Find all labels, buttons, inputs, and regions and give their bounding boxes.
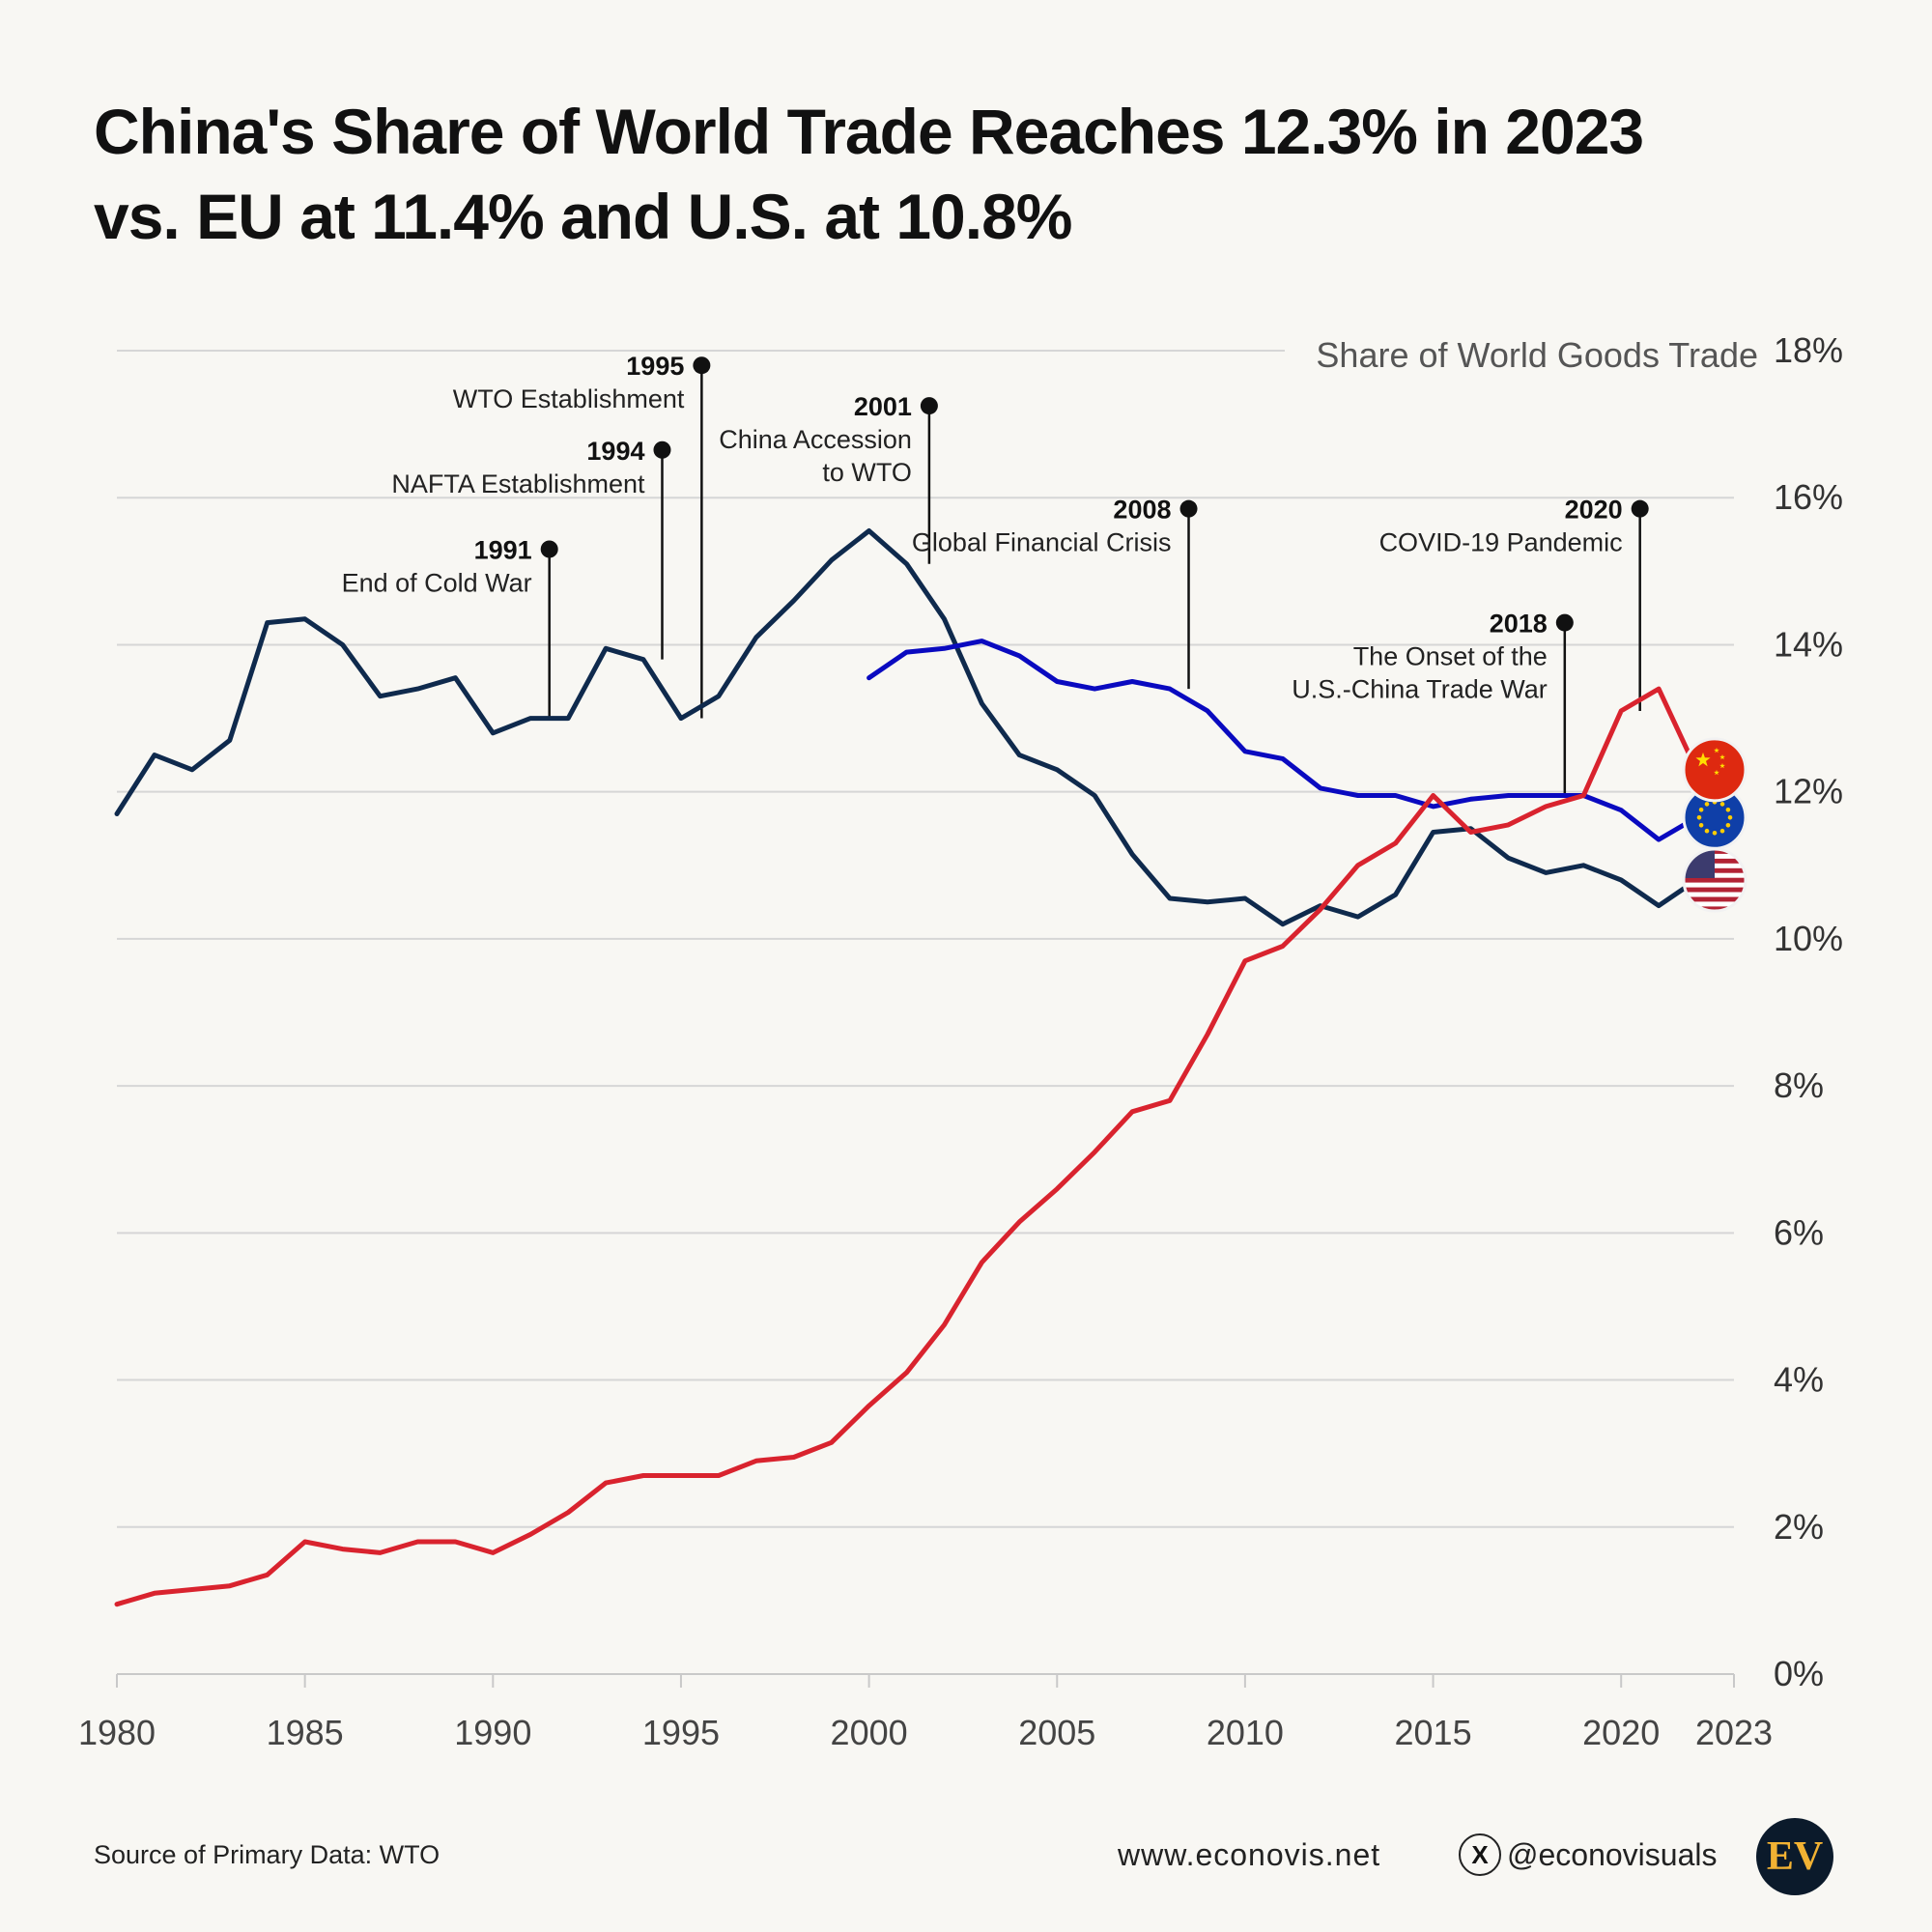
series-line-eu <box>867 639 1699 842</box>
flag-clip <box>1685 850 1745 910</box>
flag-bg <box>1682 737 1747 803</box>
annotation-label: End of Cold War <box>342 569 532 598</box>
annotation-label: WTO Establishment <box>453 384 685 413</box>
annotation-dot <box>653 440 671 459</box>
title-line-2: vs. EU at 11.4% and U.S. at 10.8% <box>94 181 1073 252</box>
x-tick-label: 2023 <box>1695 1713 1773 1752</box>
annotation-label: Global Financial Crisis <box>912 528 1172 557</box>
y-tick-label: 8% <box>1774 1065 1824 1105</box>
annotation-label: The Onset of the <box>1353 642 1548 671</box>
x-tick-label: 1985 <box>267 1713 344 1752</box>
y-tick-label: 6% <box>1774 1212 1824 1252</box>
y-tick-label: 10% <box>1774 919 1843 958</box>
annotation-year: 2018 <box>1490 610 1548 639</box>
flag-stripe <box>1685 896 1745 902</box>
gridlines <box>117 350 1734 1528</box>
china-flag-icon <box>1682 737 1747 803</box>
flag-star <box>1725 808 1731 812</box>
y-tick-label: 18% <box>1774 330 1843 370</box>
series-line-us <box>114 528 1699 927</box>
x-axis: 1980 1985 1990 1995 2000 2005 2010 2015 2020 2023 <box>78 1673 1773 1752</box>
social-handle[interactable]: X @econovisuals <box>1459 1833 1717 1876</box>
x-tick-label: 2020 <box>1582 1713 1660 1752</box>
annotation-label: China Accession <box>719 425 912 454</box>
flag-stripe <box>1685 877 1745 883</box>
x-tick-label: 1990 <box>454 1713 531 1752</box>
x-tick-label: 2005 <box>1018 1713 1095 1752</box>
flag-star <box>1719 828 1725 834</box>
y-tick-label: 14% <box>1774 624 1843 664</box>
annotation-year: 2001 <box>854 392 912 421</box>
annotation-dot <box>1555 613 1574 632</box>
annotation-year: 2020 <box>1565 496 1623 525</box>
annotation-label: to WTO <box>822 458 912 487</box>
annotation-label: NAFTA Establishment <box>391 469 645 498</box>
source-note: Source of Primary Data: WTO <box>94 1840 440 1869</box>
flag-star <box>1704 802 1710 807</box>
annotations: 1991 End of Cold War 1994 NAFTA Establishme… <box>342 352 1649 796</box>
flags <box>1682 737 1747 913</box>
flag-stripe <box>1685 887 1745 893</box>
annotation-dot <box>540 540 558 558</box>
annotation-year: 1995 <box>626 352 684 381</box>
x-tick-label: 2000 <box>831 1713 908 1752</box>
y-tick-label: 4% <box>1774 1360 1824 1400</box>
chart-title: China's Share of World Trade Reaches 12.… <box>94 89 1736 259</box>
y-axis-title: Share of World Goods Trade <box>1316 335 1758 375</box>
social-handle-text: @econovisuals <box>1507 1836 1718 1872</box>
brand-logo: EV <box>1756 1818 1833 1895</box>
annotation-year: 2008 <box>1113 496 1171 525</box>
annotation-year: 1994 <box>586 437 644 466</box>
flag-star <box>1704 828 1710 834</box>
website-link[interactable]: www.econovis.net <box>1118 1837 1381 1872</box>
title-line-1: China's Share of World Trade Reaches 12.… <box>94 96 1644 167</box>
flag-star <box>1727 815 1733 820</box>
y-axis: 0% 2% 4% 6% 8% 10% 12% 14% 16% 18% <box>1774 330 1843 1693</box>
y-tick-label: 0% <box>1774 1654 1824 1693</box>
flag-star <box>1714 769 1719 776</box>
flag-star <box>1698 808 1704 812</box>
x-logo-icon: X <box>1459 1833 1501 1876</box>
x-tick-label: 1980 <box>78 1713 156 1752</box>
y-tick-label: 16% <box>1774 477 1843 517</box>
y-tick-label: 12% <box>1774 772 1843 811</box>
annotation-label: U.S.-China Trade War <box>1292 675 1548 704</box>
flag-star <box>1725 823 1731 828</box>
us-flag-icon <box>1682 847 1747 913</box>
annotation-dot <box>1631 499 1649 518</box>
flag-star <box>1712 831 1718 836</box>
flag-star <box>1714 747 1719 753</box>
annotation-dot <box>1179 499 1198 518</box>
flag-star <box>1719 802 1725 807</box>
flag-star <box>1698 823 1704 828</box>
series <box>114 528 1699 1607</box>
flag-star <box>1719 762 1725 769</box>
x-tick-label: 2015 <box>1395 1713 1472 1752</box>
annotation-label: COVID-19 Pandemic <box>1379 528 1623 557</box>
annotation-dot <box>920 397 938 415</box>
annotation-year: 1991 <box>474 536 532 565</box>
y-tick-label: 2% <box>1774 1507 1824 1547</box>
x-tick-label: 2010 <box>1207 1713 1284 1752</box>
flag-star <box>1719 753 1725 760</box>
annotation-dot <box>693 356 711 375</box>
flag-stripe <box>1685 906 1745 910</box>
x-tick-label: 1995 <box>642 1713 720 1752</box>
flag-star <box>1695 752 1711 767</box>
series-line-china <box>114 686 1699 1607</box>
flag-star <box>1696 815 1702 820</box>
